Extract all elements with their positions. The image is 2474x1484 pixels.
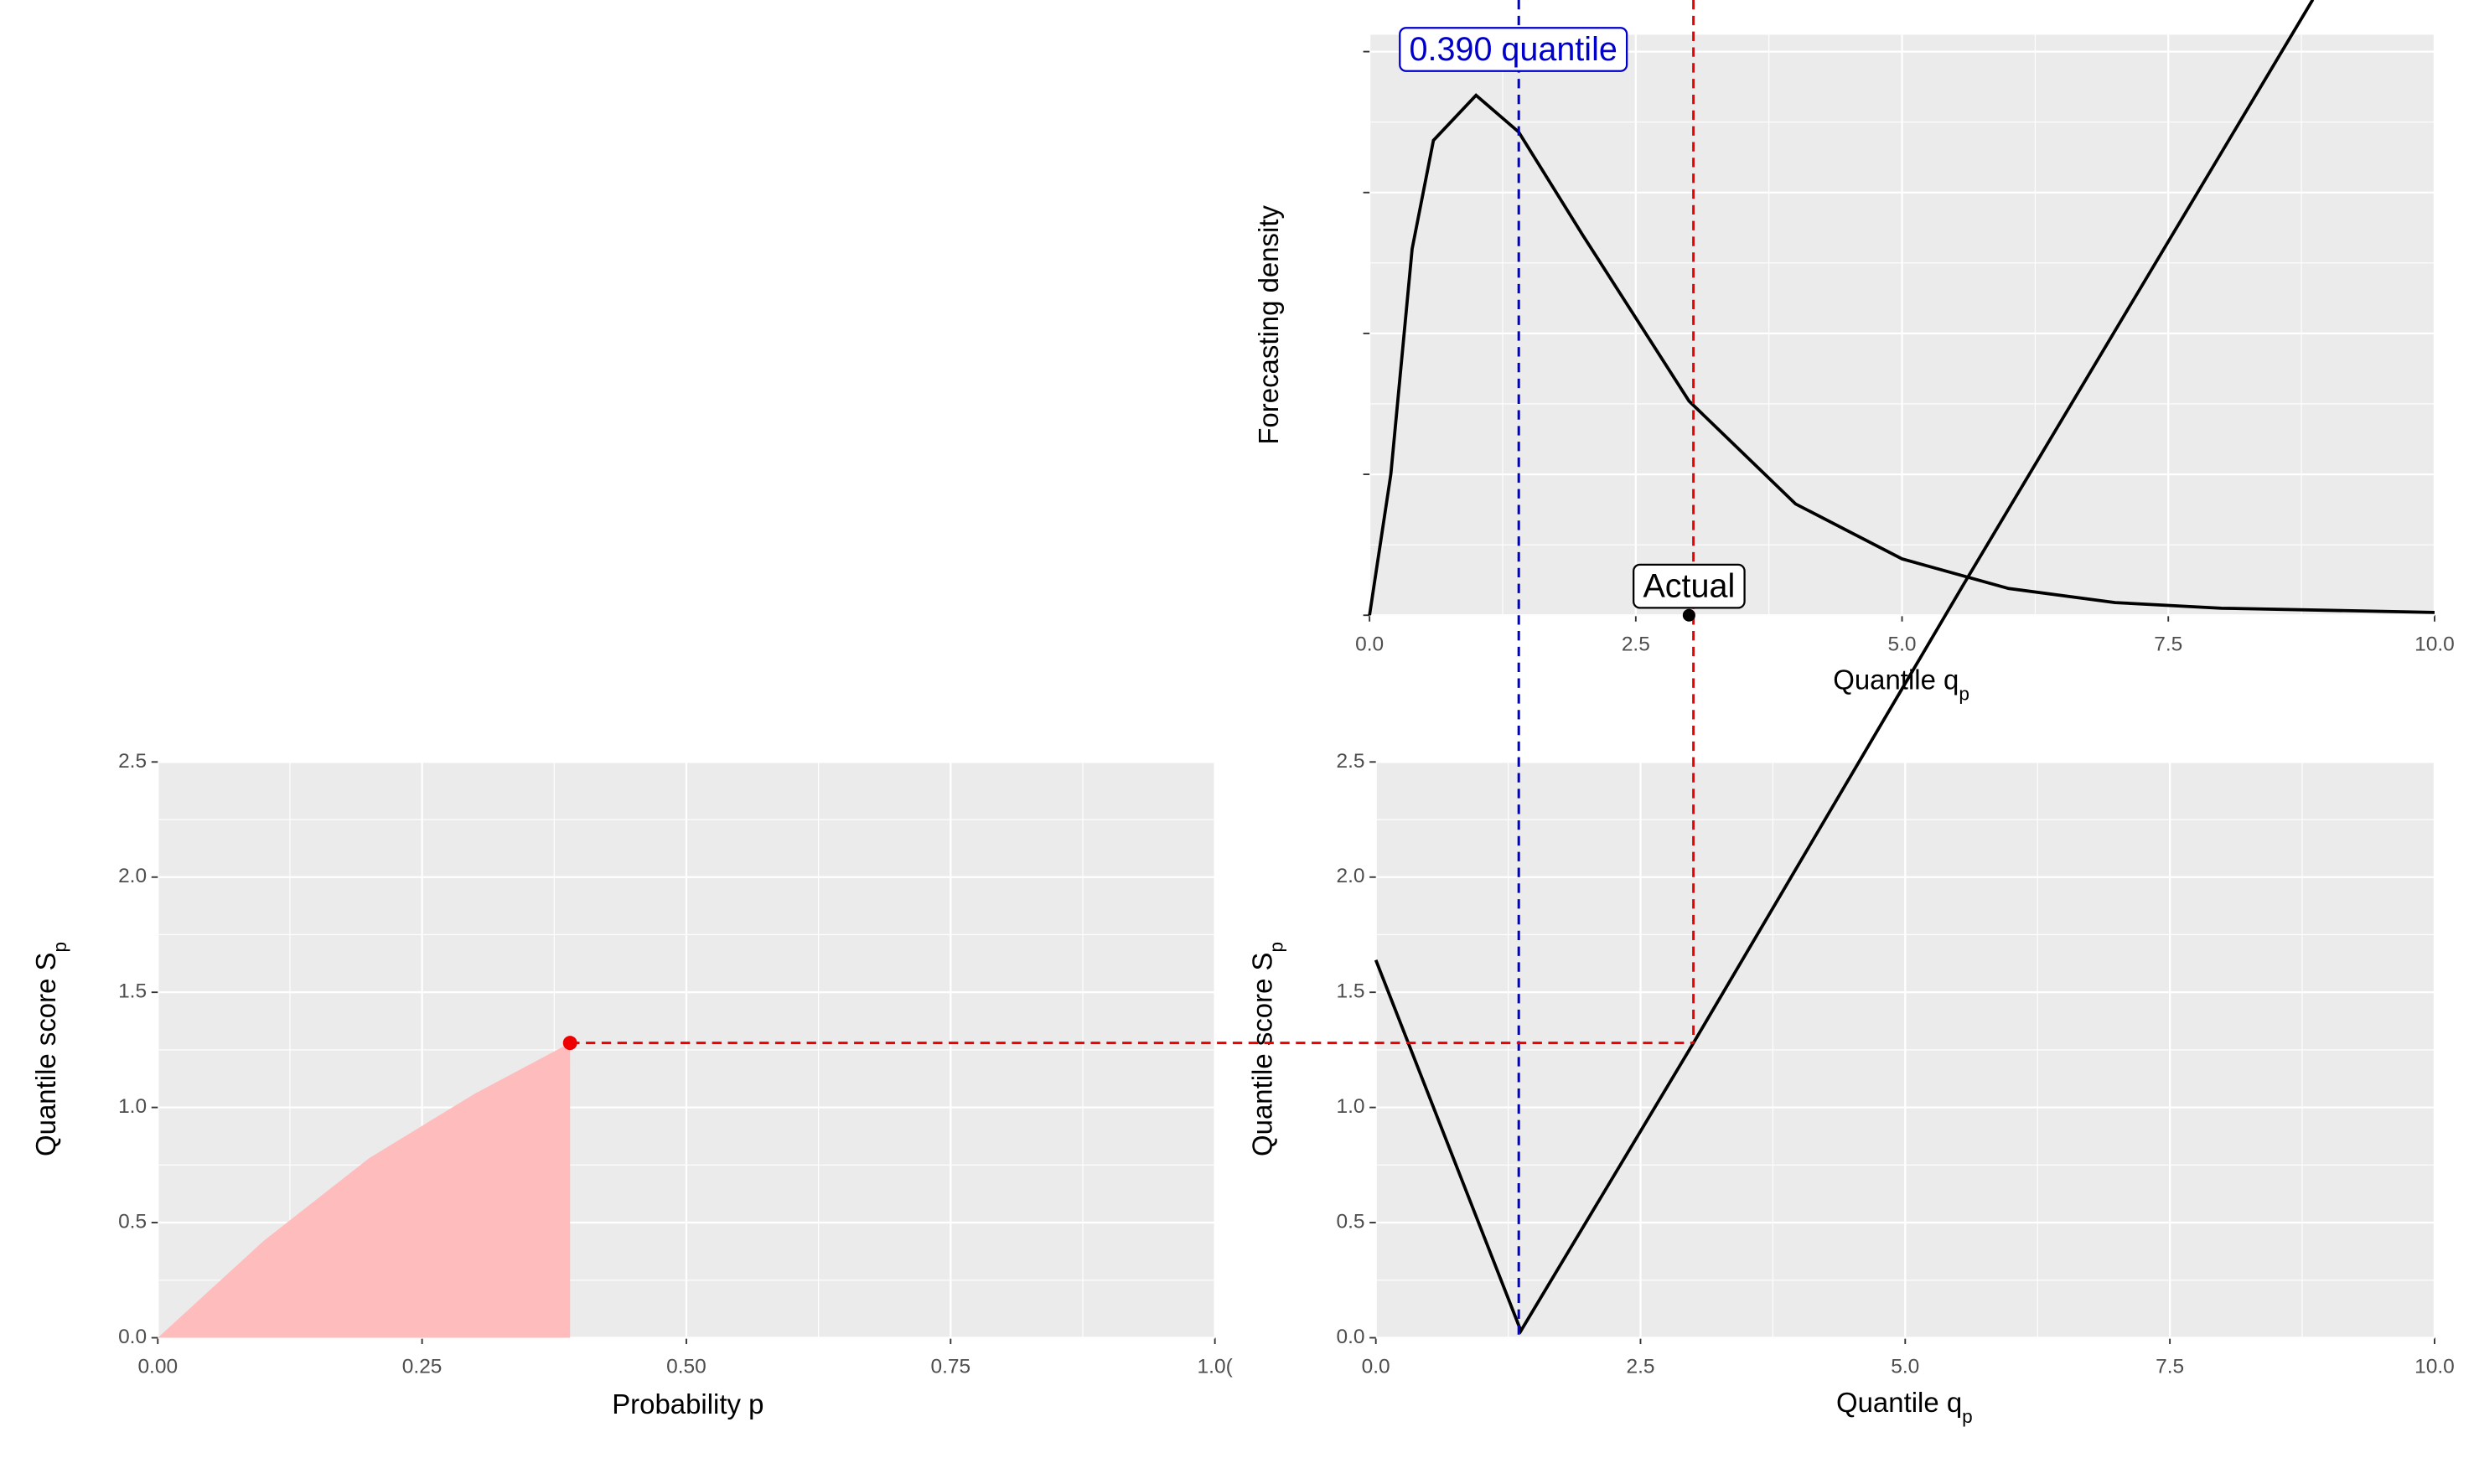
annotation-box <box>1633 563 1746 609</box>
annotation-box <box>1399 27 1628 72</box>
x-axis-title-main: Quantile q <box>1836 1387 1962 1418</box>
x-axis-title-main: Quantile q <box>1833 664 1959 695</box>
actual-point <box>1682 608 1695 622</box>
y-tick-label: 2.5 <box>1336 750 1364 773</box>
y-tick-label: 0.5 <box>1336 1211 1364 1233</box>
y-tick-label: 1.0 <box>118 1095 147 1118</box>
annotation-label: 0.390 quantile <box>1410 31 1617 68</box>
y-tick-label: 0.0 <box>118 1326 147 1348</box>
x-tick-label: 7.5 <box>2156 1356 2184 1378</box>
annotation-label: Actual <box>1643 568 1735 605</box>
x-tick-label: 2.5 <box>1622 633 1650 655</box>
x-tick-label: 0.25 <box>402 1356 443 1378</box>
x-tick-label: 0.0 <box>1362 1356 1390 1378</box>
y-axis-title: Quantile score Sp <box>1246 942 1286 1156</box>
x-axis-title-main: Probability p <box>612 1388 763 1419</box>
y-axis-title-main: Quantile score S <box>1246 952 1277 1156</box>
x-tick-label: 0.75 <box>930 1356 970 1378</box>
y-axis-title-main: Quantile score S <box>30 952 61 1156</box>
x-tick-label: 5.0 <box>1888 633 1917 655</box>
y-tick-label: 1.5 <box>118 980 147 1003</box>
x-axis-title: Quantile qp <box>1833 664 1969 705</box>
y-tick-label: 1.5 <box>1336 980 1364 1003</box>
x-tick-label: 10.0 <box>2414 633 2455 655</box>
y-axis-title: Quantile score Sp <box>30 942 70 1156</box>
y-tick-label: 1.0 <box>1336 1095 1364 1118</box>
x-tick-label: 1.0( <box>1198 1356 1233 1378</box>
y-axis-title-main: Forecasting density <box>1253 204 1284 444</box>
x-axis-title-subscript: p <box>1959 683 1969 704</box>
x-tick-label: 0.50 <box>666 1356 706 1378</box>
x-tick-label: 5.0 <box>1891 1356 1919 1378</box>
y-tick-label: 0.5 <box>118 1211 147 1233</box>
x-tick-label: 2.5 <box>1626 1356 1654 1378</box>
x-tick-label: 0.0 <box>1355 633 1384 655</box>
x-axis-title-subscript: p <box>1962 1405 1973 1426</box>
x-tick-label: 7.5 <box>2154 633 2182 655</box>
y-tick-label: 2.5 <box>118 750 147 773</box>
score-point <box>562 1036 577 1051</box>
y-tick-label: 0.0 <box>1336 1326 1364 1348</box>
x-tick-label: 0.00 <box>137 1356 178 1378</box>
y-tick-label: 2.0 <box>1336 865 1364 887</box>
y-tick-label: 2.0 <box>118 865 147 887</box>
y-axis-title-subscript: p <box>1265 942 1286 953</box>
x-tick-label: 10.0 <box>2414 1356 2455 1378</box>
y-axis-title-subscript: p <box>49 942 70 953</box>
x-axis-title: Quantile qp <box>1836 1387 1973 1427</box>
x-axis-title: Probability p <box>612 1388 763 1419</box>
data-area <box>158 1042 571 1338</box>
data-line <box>1368 93 2435 616</box>
y-axis-title: Forecasting density <box>1253 204 1284 444</box>
